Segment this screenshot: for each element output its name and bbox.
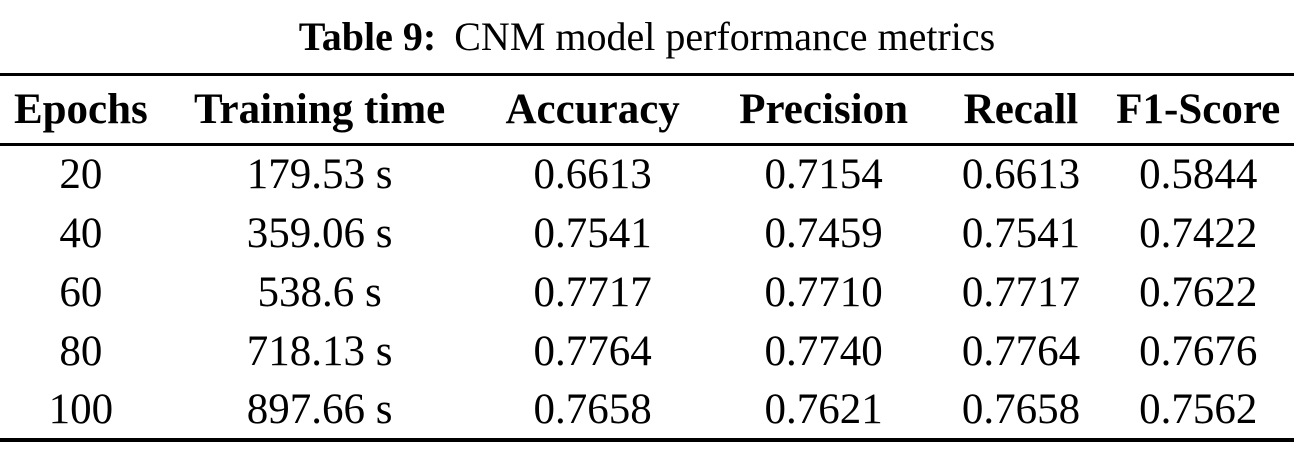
table-body: 20 179.53 s 0.6613 0.7154 0.6613 0.5844 … [0, 145, 1294, 440]
performance-metrics-table: Epochs Training time Accuracy Precision … [0, 73, 1294, 442]
cell-precision: 0.7459 [764, 209, 883, 257]
cell-precision: 0.7621 [764, 385, 883, 433]
cell-precision: 0.7710 [764, 268, 883, 316]
cell-precision: 0.7154 [764, 151, 883, 199]
table-caption-text: CNM model performance metrics [454, 13, 996, 59]
column-header-accuracy: Accuracy [477, 74, 708, 146]
cell-precision: 0.7740 [764, 327, 883, 375]
cell-f1-score: 0.7422 [1139, 209, 1258, 257]
column-header-precision: Precision [707, 74, 940, 146]
cell-epochs: 40 [59, 209, 103, 257]
cell-f1-score: 0.5844 [1139, 151, 1258, 199]
cell-epochs: 80 [59, 327, 103, 375]
table-row: 60 538.6 s 0.7717 0.7710 0.7717 0.7622 [0, 263, 1294, 322]
header-row: Epochs Training time Accuracy Precision … [0, 74, 1294, 146]
cell-epochs: 20 [59, 151, 103, 199]
cell-accuracy: 0.7541 [533, 209, 652, 257]
table-row: 100 897.66 s 0.7658 0.7621 0.7658 0.7562 [0, 381, 1294, 440]
cell-accuracy: 0.6613 [533, 151, 652, 199]
cell-f1-score: 0.7622 [1139, 268, 1258, 316]
cell-training-time: 718.13 s [246, 327, 393, 375]
cell-recall: 0.7764 [961, 327, 1081, 375]
column-header-recall: Recall [939, 74, 1103, 146]
cell-epochs: 60 [59, 268, 103, 316]
cell-recall: 0.7541 [961, 209, 1081, 257]
cell-f1-score: 0.7562 [1139, 385, 1258, 433]
column-header-epochs: Epochs [0, 74, 162, 146]
cell-recall: 0.7717 [961, 268, 1081, 316]
cell-training-time: 359.06 s [246, 209, 393, 257]
column-header-training-time: Training time [161, 74, 478, 146]
table-caption-label: Table 9: [298, 13, 437, 59]
cell-epochs: 100 [48, 385, 114, 433]
cell-f1-score: 0.7676 [1139, 327, 1258, 375]
cell-training-time: 179.53 s [246, 151, 393, 199]
cell-recall: 0.7658 [961, 385, 1081, 433]
table-row: 80 718.13 s 0.7764 0.7740 0.7764 0.7676 [0, 322, 1294, 381]
cell-accuracy: 0.7764 [533, 327, 652, 375]
cell-accuracy: 0.7717 [533, 268, 652, 316]
cell-training-time: 538.6 s [257, 268, 382, 316]
cell-accuracy: 0.7658 [533, 385, 652, 433]
cell-training-time: 897.66 s [246, 385, 393, 433]
table-row: 20 179.53 s 0.6613 0.7154 0.6613 0.5844 [0, 145, 1294, 204]
table-header: Epochs Training time Accuracy Precision … [0, 74, 1294, 146]
table-row: 40 359.06 s 0.7541 0.7459 0.7541 0.7422 [0, 204, 1294, 263]
table-caption: Table 9: CNM model performance metrics [0, 0, 1294, 73]
column-header-f1-score: F1-Score [1102, 74, 1294, 146]
cell-recall: 0.6613 [961, 151, 1081, 199]
